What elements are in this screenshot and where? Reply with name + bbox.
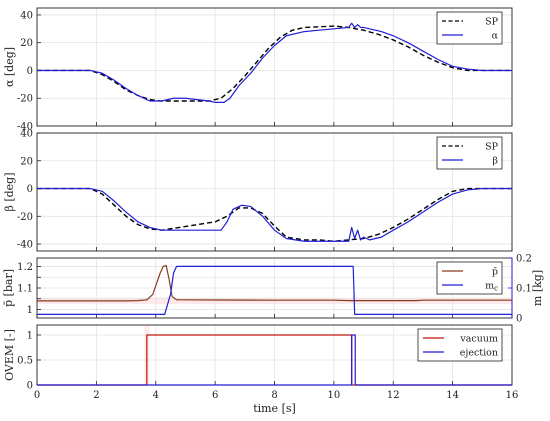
legend-label: β	[493, 156, 499, 167]
legend-box	[436, 11, 503, 45]
y-tick-label: 20	[20, 156, 33, 167]
legend-label: p̄	[492, 267, 498, 278]
legend-label: vacuum	[459, 334, 498, 345]
legend-label: SP	[485, 17, 499, 28]
x-tick-label: 14	[446, 390, 459, 401]
legend: p̄mc	[436, 261, 503, 295]
y-tick-label: 0	[27, 381, 33, 392]
legend-label: ejection	[460, 348, 498, 359]
y-tick-label: -20	[17, 212, 33, 223]
series-line-1-2	[37, 22, 512, 104]
y-tick-label: 0.5	[17, 356, 33, 367]
series-line-3-2	[37, 265, 512, 315]
x-tick-label: 4	[153, 390, 159, 401]
series-line-1-1	[37, 25, 512, 102]
y-tick-label: 1.2	[17, 262, 33, 273]
y-tick-label: 0	[27, 184, 33, 195]
y-tick-label: -40	[17, 240, 33, 251]
y-tick-label: -40	[17, 122, 33, 133]
y2-axis-label: m [kg]	[531, 270, 544, 306]
legend: SP α	[436, 11, 503, 45]
y-axis-label: α [deg]	[3, 47, 16, 87]
legend: SP β	[436, 136, 503, 170]
series-line-2-2	[37, 187, 512, 242]
subplot-1: -40 -20 0 20 40 α [deg] SP α	[3, 7, 513, 133]
y-axis-label: OVEM [-]	[3, 329, 16, 381]
y-axis-label: β [deg]	[3, 172, 16, 211]
series-line-4-2	[37, 334, 512, 386]
x-tick-label: 10	[328, 390, 341, 401]
series-line-2-1	[37, 187, 512, 242]
x-tick-label: 6	[212, 390, 218, 401]
y2-tick-label: 0.1	[516, 284, 532, 295]
y-tick-label: 1.1	[17, 284, 33, 295]
legend: vacuum ejection	[417, 328, 503, 362]
legend-label: SP	[485, 142, 499, 153]
x-tick-label: 16	[506, 390, 519, 401]
series-line-3-1	[37, 264, 512, 302]
y-axis-label: p̄ [bar]	[2, 269, 15, 307]
x-tick-label: 2	[93, 390, 99, 401]
subplot-2: -40 -20 0 20 40 β [deg] SP β	[3, 129, 513, 252]
y2-tick-label: 0.2	[516, 254, 532, 265]
x-tick-label: 0	[34, 390, 40, 401]
x-tick-label: 12	[387, 390, 400, 401]
x-axis-label: time [s]	[253, 402, 296, 415]
legend-box	[417, 328, 503, 362]
legend-box	[436, 136, 503, 170]
legend-label: α	[492, 31, 499, 42]
y-tick-label: 1	[27, 305, 33, 316]
y-tick-label: 40	[20, 10, 33, 21]
legend-box	[436, 261, 503, 295]
subplot-3: 1 1.1 1.2p̄ [bar] 0 0.1 0.2 m [kg] p̄mc	[2, 254, 544, 325]
subplot-4: 0 0.5 1 OVEM [-] 0 2 4 6 8 10 12 14 16 vacuum ejection	[3, 324, 519, 401]
y-tick-label: 20	[20, 38, 33, 49]
y-tick-label: -20	[17, 94, 33, 105]
x-tick-label: 8	[271, 390, 277, 401]
y-tick-label: 0	[27, 66, 33, 77]
y2-tick-label: 0	[516, 314, 522, 325]
y-tick-label: 1	[27, 331, 33, 342]
y-tick-label: 40	[20, 129, 33, 140]
